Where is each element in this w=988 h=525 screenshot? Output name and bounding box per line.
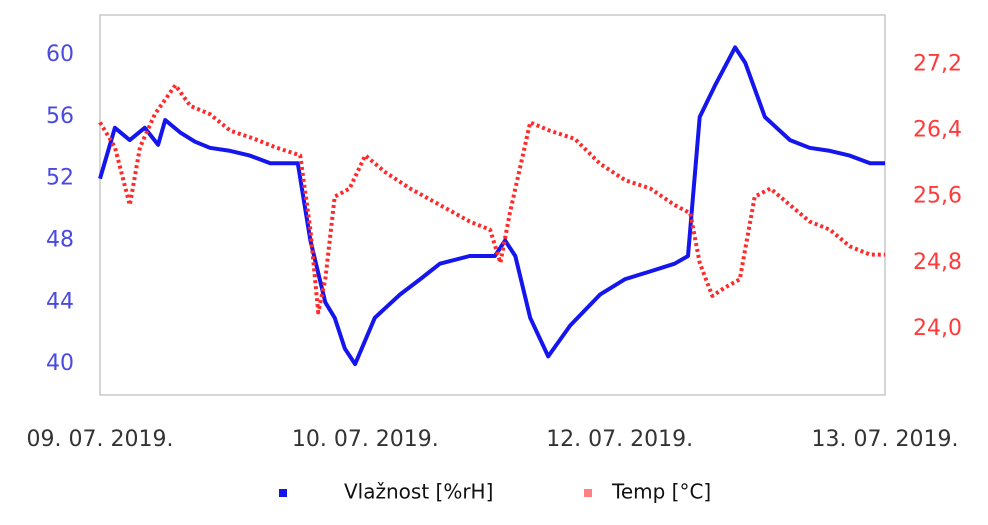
legend-swatch	[279, 489, 287, 497]
y2-tick-label: 24,8	[913, 250, 962, 275]
y2-tick-label: 26,4	[913, 118, 962, 143]
y-tick-label: 44	[46, 289, 74, 314]
series-line	[98, 45, 885, 367]
y-tick-label: 60	[46, 42, 74, 67]
y-tick-label: 48	[46, 228, 74, 253]
plot-frame	[99, 14, 886, 396]
y-tick-label: 40	[46, 351, 74, 376]
y2-tick-label: 24,0	[913, 316, 962, 341]
x-tick-label: 13. 07. 2019.	[812, 427, 959, 452]
y-tick-label: 52	[46, 166, 74, 191]
x-tick-label: 10. 07. 2019.	[292, 427, 439, 452]
y-tick-label: 56	[46, 104, 74, 129]
x-tick-label: 12. 07. 2019.	[546, 427, 693, 452]
y2-tick-label: 27,2	[913, 52, 962, 77]
y2-tick-label: 25,6	[913, 184, 962, 209]
legend-label: Vlažnost [%rH]	[344, 480, 493, 504]
legend-swatch	[584, 489, 592, 497]
x-tick-label: 09. 07. 2019.	[27, 427, 174, 452]
series-line	[98, 83, 885, 315]
legend-label: Temp [°C]	[611, 480, 711, 504]
